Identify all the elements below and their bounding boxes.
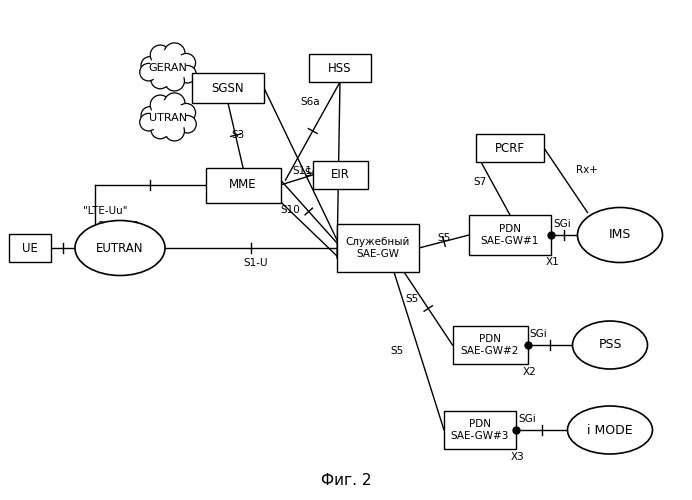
Text: PDN
SAE-GW#1: PDN SAE-GW#1 — [481, 224, 539, 246]
Text: X3: X3 — [511, 452, 525, 462]
Text: S1-U: S1-U — [244, 258, 268, 268]
Text: PDN
SAE-GW#3: PDN SAE-GW#3 — [450, 419, 509, 441]
Text: SGi: SGi — [529, 329, 547, 339]
FancyBboxPatch shape — [309, 54, 371, 82]
Text: PCRF: PCRF — [495, 142, 525, 154]
Circle shape — [177, 104, 196, 122]
Text: Фиг. 2: Фиг. 2 — [321, 473, 371, 488]
FancyBboxPatch shape — [469, 215, 551, 255]
Text: SGSN: SGSN — [212, 82, 244, 94]
Text: X2: X2 — [522, 367, 536, 377]
Circle shape — [179, 66, 197, 83]
Circle shape — [149, 50, 186, 86]
FancyBboxPatch shape — [313, 161, 367, 189]
Text: EUTRAN: EUTRAN — [96, 242, 144, 254]
Circle shape — [150, 95, 170, 115]
Circle shape — [141, 106, 158, 124]
FancyBboxPatch shape — [9, 234, 51, 262]
Text: S5: S5 — [437, 233, 450, 243]
Text: "LTE-Uu": "LTE-Uu" — [83, 206, 127, 216]
Circle shape — [164, 93, 185, 114]
Text: S10: S10 — [280, 205, 300, 215]
Text: S4: S4 — [304, 168, 318, 178]
Circle shape — [140, 64, 157, 81]
Text: S3: S3 — [231, 130, 244, 140]
Text: HSS: HSS — [328, 62, 352, 74]
Circle shape — [151, 70, 170, 89]
Text: IMS: IMS — [609, 228, 631, 241]
Text: S7: S7 — [473, 177, 486, 187]
Circle shape — [150, 45, 170, 65]
Ellipse shape — [578, 208, 662, 262]
Circle shape — [165, 71, 185, 91]
Text: UTRAN: UTRAN — [149, 113, 187, 123]
Text: GERAN: GERAN — [149, 63, 188, 73]
Ellipse shape — [75, 220, 165, 276]
Text: Служебный
SAE-GW: Служебный SAE-GW — [346, 237, 410, 259]
FancyBboxPatch shape — [337, 224, 419, 272]
FancyBboxPatch shape — [453, 326, 527, 364]
Ellipse shape — [572, 321, 648, 369]
Text: S5: S5 — [405, 294, 418, 304]
Circle shape — [164, 43, 185, 64]
FancyBboxPatch shape — [476, 134, 544, 162]
Text: PSS: PSS — [599, 338, 621, 351]
Circle shape — [141, 56, 158, 74]
Text: Rx+: Rx+ — [576, 165, 598, 175]
Circle shape — [179, 116, 197, 133]
FancyBboxPatch shape — [444, 411, 516, 449]
Ellipse shape — [567, 406, 653, 454]
FancyBboxPatch shape — [192, 73, 264, 103]
Text: S1-MME: S1-MME — [97, 221, 138, 231]
FancyBboxPatch shape — [206, 168, 280, 202]
Text: UE: UE — [22, 242, 38, 254]
Text: SGi: SGi — [553, 219, 571, 229]
Text: X1: X1 — [546, 257, 560, 267]
Text: SGi: SGi — [518, 414, 536, 424]
Text: S6a: S6a — [300, 97, 320, 107]
Circle shape — [140, 114, 157, 131]
Text: PDN
SAE-GW#2: PDN SAE-GW#2 — [461, 334, 519, 356]
Circle shape — [177, 54, 196, 72]
Circle shape — [165, 121, 185, 141]
Text: i MODE: i MODE — [588, 424, 632, 436]
Text: MME: MME — [229, 178, 257, 192]
Text: S11: S11 — [293, 166, 312, 176]
Circle shape — [149, 100, 186, 136]
Text: S5: S5 — [391, 346, 404, 356]
Circle shape — [151, 120, 170, 139]
Text: EIR: EIR — [331, 168, 349, 181]
